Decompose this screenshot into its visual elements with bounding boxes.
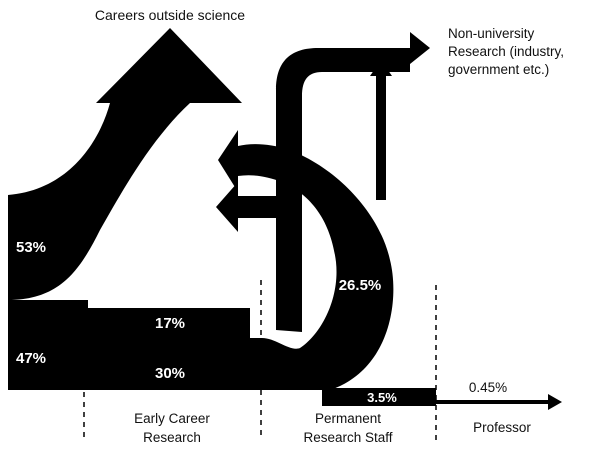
label-stage-permanent-1: Permanent	[315, 411, 381, 426]
flow-permanent-35	[322, 388, 436, 406]
label-stage-early-1: Early Career	[134, 411, 210, 426]
label-non-university-3: government etc.)	[448, 62, 549, 77]
label-stage-early-2: Research	[143, 430, 201, 445]
label-non-university-2: Research (industry,	[448, 44, 564, 59]
flow-early-30	[8, 338, 262, 390]
flow-early-17	[8, 308, 250, 338]
label-stage-permanent-2: Research Staff	[303, 430, 392, 445]
label-pct-permanent-35: 3.5%	[367, 390, 397, 405]
label-pct-permanent: 26.5%	[339, 277, 382, 294]
flow-professor	[436, 394, 562, 410]
flow-careers-outside	[8, 28, 242, 300]
flow-permanent-loop	[218, 130, 394, 390]
label-pct-outside: 53%	[16, 239, 46, 256]
label-pct-stay: 47%	[16, 350, 46, 367]
flow-stem-nonuniversity	[276, 32, 430, 332]
label-non-university-1: Non-university	[448, 26, 535, 41]
label-pct-early-30: 30%	[155, 365, 185, 382]
flow-left-arrow-lower	[216, 182, 276, 232]
flow-thin-up-arrow	[370, 60, 392, 200]
label-careers-outside: Careers outside science	[95, 7, 245, 23]
label-pct-professor: 0.45%	[469, 380, 507, 395]
label-pct-early-17: 17%	[155, 315, 185, 332]
label-stage-professor: Professor	[473, 420, 531, 435]
